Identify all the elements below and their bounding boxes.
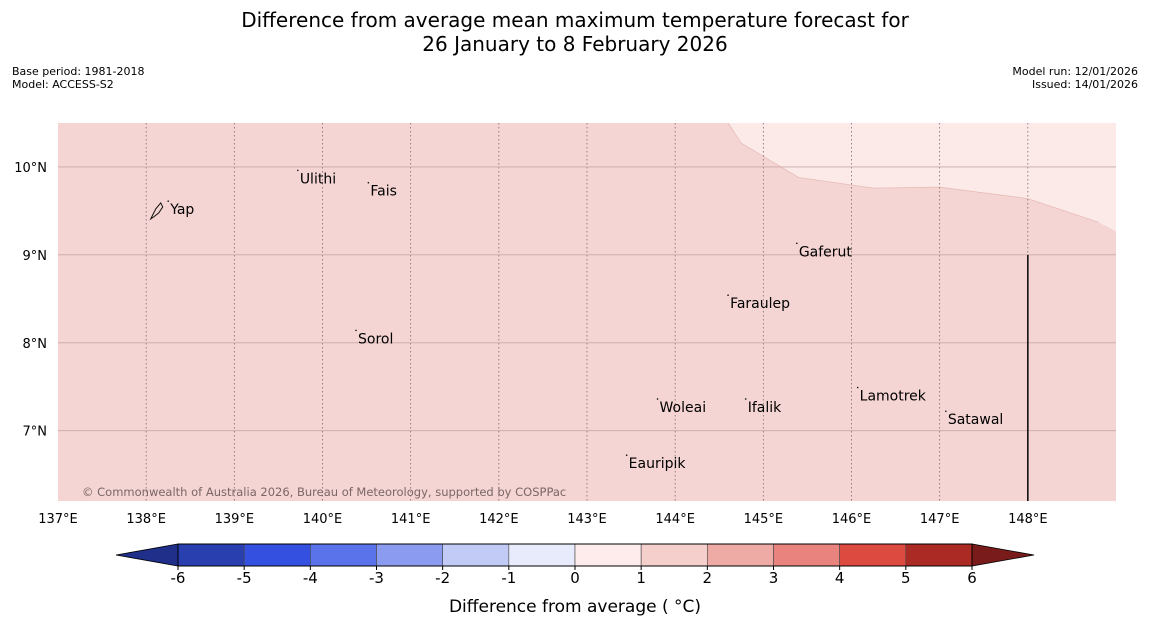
colorbar-tick-label: 6 [967,569,977,587]
latitude-label: 7°N [23,425,48,440]
place-label-faraulep: Faraulep [730,296,790,312]
longitude-label: 148°E [1008,512,1048,527]
place-label-woleai: Woleai [660,400,707,416]
anomaly-region-0-1 [728,123,1116,232]
issued-date: Issued: 14/01/2026 [1031,78,1138,91]
island-marker [167,200,170,202]
longitude-label: 137°E [38,512,78,527]
longitude-label: 145°E [744,512,784,527]
base-period: Base period: 1981-2018 [12,65,145,78]
colorbar-bin [310,543,377,567]
latitude-label: 8°N [23,337,48,352]
base-info: Base period: 1981-2018 Model: ACCESS-S2 [12,65,144,91]
colorbar-bin [376,543,443,567]
colorbar-tick-label: -1 [501,569,516,587]
yap-island-shape [149,201,164,221]
anomaly-contour [727,122,1099,223]
longitude-label: 142°E [479,512,519,527]
colorbar-bin [773,543,840,567]
colorbar-tick-label: 2 [703,569,713,587]
model-run: Model run: 12/01/2026 [1012,65,1138,78]
colorbar-bin [177,543,245,567]
colorbar-tick-label: -2 [435,569,450,587]
longitude-label: 140°E [303,512,343,527]
colorbar-tick-label: 5 [901,569,911,587]
model-name: Model: ACCESS-S2 [12,78,114,91]
colorbar-tick-label: 4 [835,569,845,587]
copyright-notice: © Commonwealth of Australia 2026, Bureau… [82,485,566,499]
colorbar-bin [243,543,311,567]
island-marker [355,329,357,332]
island-marker [297,169,299,172]
place-label-sorol: Sorol [358,331,393,347]
island-marker [744,398,747,400]
place-label-ulithi: Ulithi [300,171,336,187]
colorbar-tick-label: -4 [303,569,318,587]
colorbar-over-extension [971,543,1035,567]
colorbar-bin [839,543,907,567]
longitude-label: 146°E [832,512,872,527]
place-label-ifalik: Ifalik [748,400,782,416]
colorbar-bin [905,543,973,567]
colorbar-under-extension [115,543,179,567]
latitude-label: 9°N [23,249,48,264]
colorbar-tick-label: -3 [369,569,384,587]
longitude-label: 141°E [391,512,431,527]
place-label-yap: Yap [169,202,194,218]
colorbar-tick-label: -6 [171,569,186,587]
place-label-gaferut: Gaferut [799,244,853,260]
island-marker [367,181,370,184]
longitude-label: 139°E [215,512,255,527]
map-title: Difference from average mean maximum tem… [0,8,1150,56]
colorbar-tick-label: -5 [237,569,252,587]
colorbar-bin [640,543,708,567]
island-marker [625,454,628,457]
colorbar-title: Difference from average ( °C) [449,597,701,617]
colorbar-bin [508,543,576,567]
place-label-eauripik: Eauripik [629,456,687,472]
longitude-label: 144°E [655,512,695,527]
island-marker [945,410,947,413]
island-marker [856,386,859,389]
latitude-label: 10°N [14,161,47,176]
island-marker [796,242,798,245]
title-line-1: Difference from average mean maximum tem… [241,8,909,32]
place-label-lamotrek: Lamotrek [860,389,927,405]
place-label-fais: Fais [370,184,397,200]
longitude-label: 138°E [126,512,166,527]
colorbar-bin [574,543,642,567]
colorbar-bin [442,543,510,567]
title-line-2: 26 January to 8 February 2026 [422,32,728,56]
colorbar-tick-label: 3 [769,569,779,587]
colorbar-tick-label: 1 [636,569,646,587]
place-label-satawal: Satawal [948,412,1003,428]
run-info: Model run: 12/01/2026 Issued: 14/01/2026 [1012,65,1138,91]
colorbar-bin [707,543,774,567]
island-marker [727,294,729,297]
colorbar-tick-label: 0 [570,569,580,587]
island-marker [656,398,659,400]
longitude-label: 143°E [567,512,607,527]
longitude-label: 147°E [920,512,960,527]
